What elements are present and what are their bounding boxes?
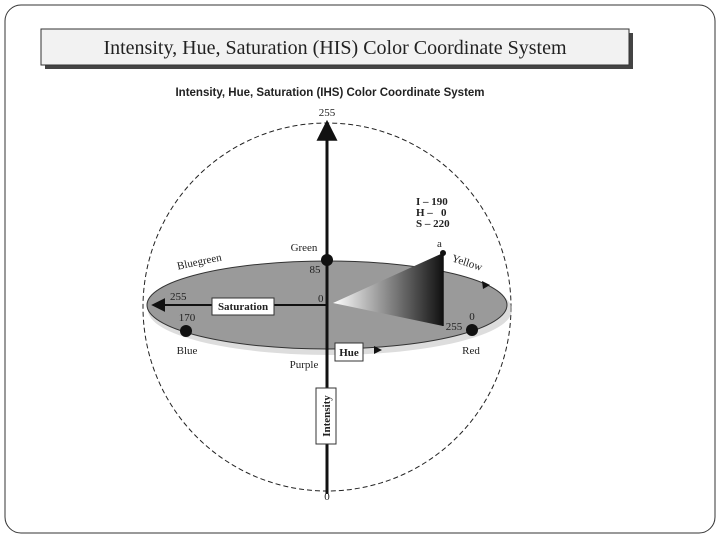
slide-title: Intensity, Hue, Saturation (HIS) Color C… [103,37,567,59]
point-saturation: S – 220 [416,218,450,230]
figure-title: Intensity, Hue, Saturation (IHS) Color C… [175,87,484,99]
intensity-box [315,387,337,445]
green-point [321,254,333,266]
green-label: Green [291,242,318,254]
red-label: Red [462,345,480,357]
intensity-max: 255 [319,107,336,119]
saturation-max: 255 [170,291,187,303]
point-name: a [437,238,442,250]
hue-box [334,342,364,362]
hue-label: Hue [339,347,359,359]
red-point [466,324,478,336]
bluegreen-label: Bluegreen [176,251,223,272]
point-a [440,250,446,256]
red-value: 0 [469,311,475,323]
saturation-label: Saturation [218,301,268,313]
saturation-wedge [333,253,443,326]
green-value: 85 [310,264,322,276]
purple-label: Purple [290,359,319,371]
saturation-box [211,297,275,316]
yellow-label: Yellow [450,253,484,274]
intensity-label: Intensity [321,395,333,437]
intensity-min: 0 [324,491,330,503]
blue-point [180,325,192,337]
hue-arrow [482,281,490,289]
saturation-min: 0 [318,293,324,305]
point-hue: H – 0 [416,207,447,219]
title-box [40,28,630,66]
point-intensity: I – 190 [416,196,448,208]
slide-border [4,4,716,534]
red-saturation: 255 [446,321,463,333]
hue-arrow [374,346,382,354]
blue-label: Blue [177,345,198,357]
blue-value: 170 [179,312,196,324]
